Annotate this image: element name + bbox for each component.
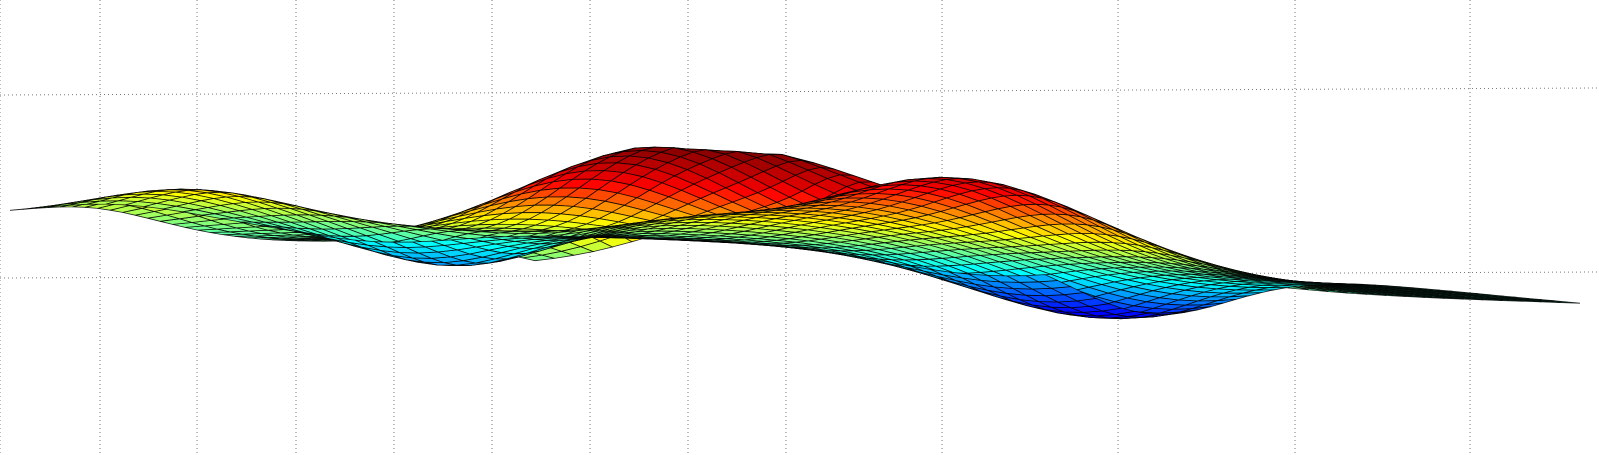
surface-mesh — [9, 146, 1581, 320]
grid-line-horizontal — [0, 271, 1599, 279]
grid-line-horizontal — [0, 87, 1599, 96]
surface-patch — [9, 206, 42, 211]
